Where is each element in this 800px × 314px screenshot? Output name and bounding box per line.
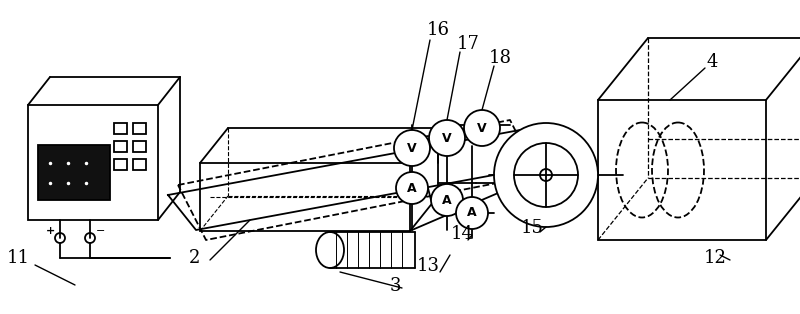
Text: 17: 17 — [457, 35, 479, 53]
Text: 14: 14 — [450, 225, 474, 243]
Circle shape — [429, 120, 465, 156]
Text: A: A — [407, 181, 417, 194]
Text: −: − — [96, 226, 106, 236]
Bar — [28, 105, 158, 220]
Bar — [114, 141, 127, 152]
Text: A: A — [467, 207, 477, 219]
Text: 3: 3 — [390, 277, 401, 295]
Bar — [133, 141, 146, 152]
Text: 2: 2 — [190, 249, 201, 267]
Text: 13: 13 — [417, 257, 439, 275]
Circle shape — [431, 184, 463, 216]
Circle shape — [494, 123, 598, 227]
Text: +: + — [46, 226, 55, 236]
Bar — [38, 145, 110, 200]
Circle shape — [456, 197, 488, 229]
Circle shape — [394, 130, 430, 166]
Text: 18: 18 — [489, 49, 511, 67]
Text: V: V — [477, 122, 487, 134]
Bar — [133, 123, 146, 134]
Bar — [114, 159, 127, 170]
Circle shape — [396, 172, 428, 204]
Text: A: A — [442, 193, 452, 207]
Text: V: V — [407, 142, 417, 154]
Text: 4: 4 — [706, 53, 718, 71]
Text: 16: 16 — [426, 21, 450, 39]
Bar — [200, 163, 410, 231]
Text: 11: 11 — [6, 249, 30, 267]
Bar — [114, 123, 127, 134]
Text: 15: 15 — [521, 219, 543, 237]
Text: 12: 12 — [703, 249, 726, 267]
Bar — [133, 159, 146, 170]
Circle shape — [464, 110, 500, 146]
Text: V: V — [442, 132, 452, 144]
Bar — [598, 100, 766, 240]
